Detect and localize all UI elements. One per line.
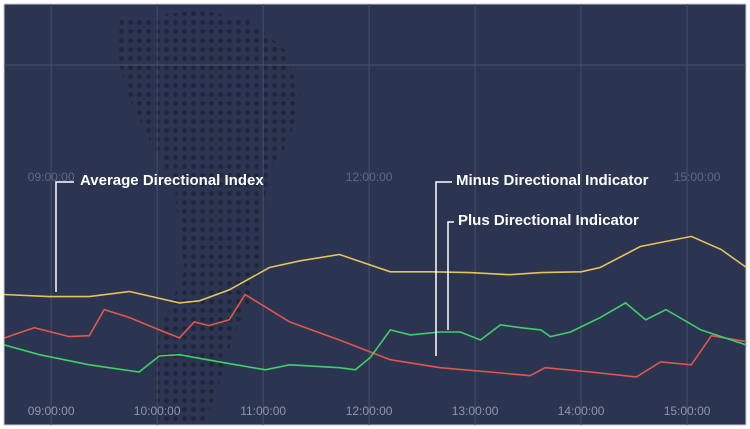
x-tick-label: 10:00:00 (134, 404, 181, 418)
annotation: Minus Directional Indicator (456, 172, 649, 189)
annotation: Plus Directional Indicator (458, 212, 639, 229)
x-tick-label: 15:00:00 (664, 404, 711, 418)
x-tick-label: 11:00:00 (240, 404, 286, 418)
x-tick-label: 14:00:00 (558, 404, 605, 418)
background-tick-label: 15:00:00 (674, 170, 721, 184)
annotation: Average Directional Index (80, 172, 264, 189)
annotation-pointer (55, 181, 74, 292)
x-tick-label: 12:00:00 (346, 404, 393, 418)
background-tick-label: 09:00:00 (28, 170, 75, 184)
series-line (4, 235, 747, 304)
x-tick-label: 13:00:00 (452, 404, 499, 418)
map-dots (118, 10, 300, 425)
x-tick-label: 09:00:00 (28, 404, 75, 418)
series-line (4, 301, 747, 373)
annotation-pointer (435, 181, 452, 356)
background-tick-label: 12:00:00 (346, 170, 393, 184)
annotation-pointer (447, 221, 454, 330)
series-line (4, 293, 747, 378)
